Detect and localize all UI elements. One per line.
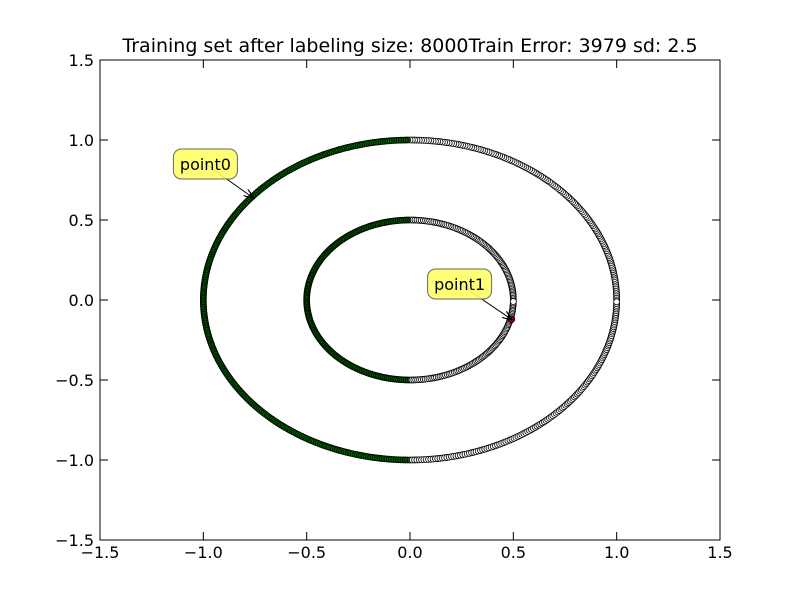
scatter-point bbox=[613, 298, 621, 306]
x-tick-label: 1.0 bbox=[604, 543, 629, 562]
annotation-label: point0 bbox=[180, 155, 231, 174]
plot-area: −1.5 −1.0 −0.5 0.0 0.5 1.0 1.5 −1.5 −1.0 −0.5 0.0 0… bbox=[55, 51, 733, 562]
x-tick-label: −1.5 bbox=[81, 543, 120, 562]
y-tick-label: −1.5 bbox=[55, 531, 94, 550]
x-tick-label: −1.0 bbox=[184, 543, 223, 562]
y-tick-label: −0.5 bbox=[55, 371, 94, 390]
y-tick-label: 0.0 bbox=[69, 291, 94, 310]
annotation-box bbox=[172, 148, 238, 180]
y-tick-label: −1.0 bbox=[55, 451, 94, 470]
series-ring-0 bbox=[199, 136, 621, 464]
x-tick-label: 0.0 bbox=[397, 543, 422, 562]
annotation-point1: point1 bbox=[427, 268, 516, 324]
annotation-label: point1 bbox=[434, 275, 485, 294]
y-tick-label: 1.5 bbox=[69, 51, 94, 70]
x-tick-label: 1.5 bbox=[707, 543, 732, 562]
x-tick-label: 0.5 bbox=[501, 543, 526, 562]
series-ring-1 bbox=[303, 216, 517, 384]
scatter-point bbox=[509, 298, 517, 305]
annotation-point0: point0 bbox=[172, 148, 253, 198]
y-tick-label: 1.0 bbox=[69, 131, 94, 150]
annotation-box bbox=[427, 268, 493, 300]
y-tick-label: 0.5 bbox=[69, 211, 94, 230]
x-tick-label: −0.5 bbox=[287, 543, 326, 562]
chart-title: Training set after labeling size: 8000Tr… bbox=[121, 35, 697, 57]
